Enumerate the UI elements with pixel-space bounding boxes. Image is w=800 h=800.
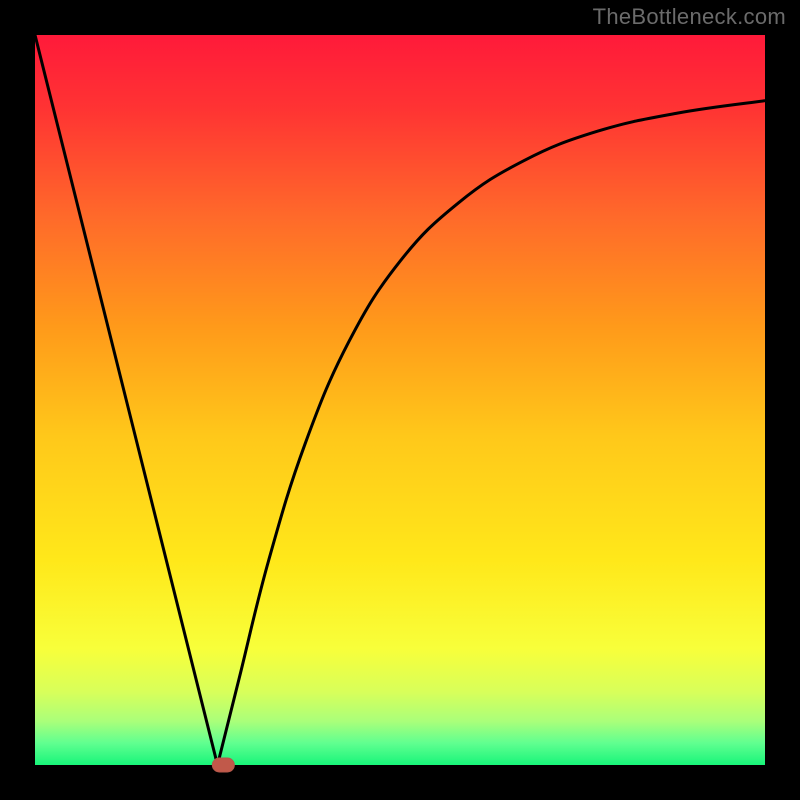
- current-config-marker: [212, 758, 234, 772]
- bottleneck-chart: [0, 0, 800, 800]
- plot-area: [35, 35, 765, 765]
- watermark-text: TheBottleneck.com: [593, 4, 786, 30]
- chart-container: TheBottleneck.com: [0, 0, 800, 800]
